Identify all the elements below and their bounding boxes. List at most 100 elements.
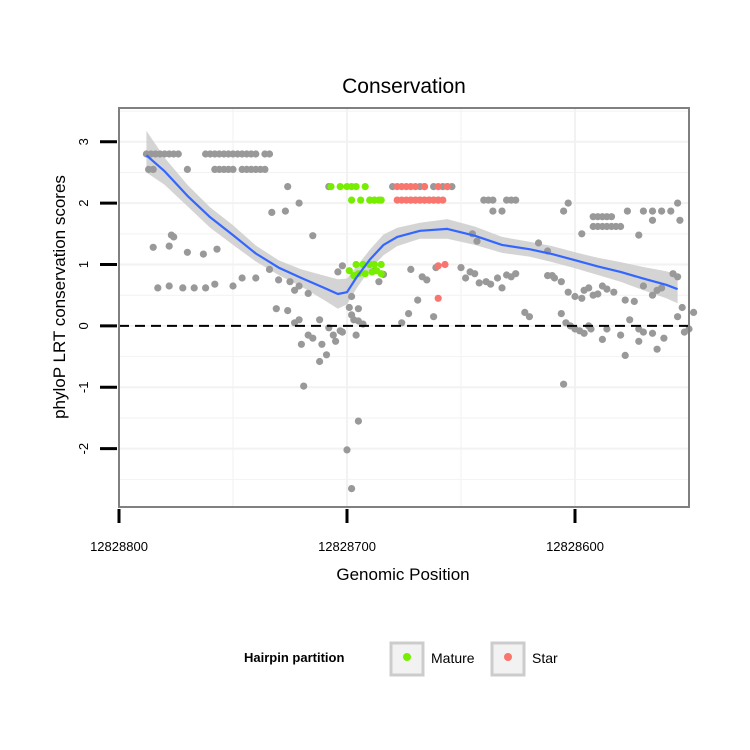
data-point-other xyxy=(639,282,648,290)
y-tick-label: 0 xyxy=(76,322,91,329)
grid xyxy=(118,108,690,507)
data-point-other xyxy=(557,310,565,318)
data-point-other xyxy=(329,331,337,339)
data-point-other xyxy=(304,289,312,297)
data-point-other xyxy=(658,284,666,292)
data-point-other xyxy=(297,340,305,348)
y-axis-title: phyloP LRT conservation scores xyxy=(50,175,69,419)
data-point-other xyxy=(414,296,422,304)
data-point-star xyxy=(443,183,451,191)
data-point-other xyxy=(598,335,607,343)
data-point-other xyxy=(512,270,520,278)
data-point-mature xyxy=(348,196,356,204)
data-point-other xyxy=(316,316,324,324)
x-axis: 12828800 12828700 12828600 xyxy=(90,509,604,554)
data-point-other xyxy=(300,382,308,390)
plot-panel xyxy=(119,108,689,507)
data-point-other xyxy=(334,268,342,276)
x-tick-label: 12828600 xyxy=(546,539,604,554)
data-point-other xyxy=(398,319,406,327)
data-point-other xyxy=(498,207,506,215)
data-point-other xyxy=(473,237,481,245)
data-point-other xyxy=(183,248,191,256)
data-point-other xyxy=(229,165,237,173)
data-point-other xyxy=(621,296,629,304)
data-point-other xyxy=(512,196,520,204)
data-point-other xyxy=(295,282,303,290)
data-point-other xyxy=(676,216,684,224)
data-point-other xyxy=(653,345,661,353)
data-point-mature xyxy=(352,183,360,191)
data-point-other xyxy=(272,305,280,313)
data-point-other xyxy=(154,284,162,292)
data-point-other xyxy=(560,207,568,215)
panel-border xyxy=(118,107,690,508)
series-mature xyxy=(327,183,385,280)
data-point-other xyxy=(607,213,616,221)
data-point-other xyxy=(149,165,157,173)
data-point-other xyxy=(275,276,283,284)
legend-swatch-mature xyxy=(403,653,411,661)
data-point-other xyxy=(322,351,331,359)
data-point-other xyxy=(375,278,383,286)
data-point-other xyxy=(585,284,593,292)
data-point-other xyxy=(190,284,198,292)
data-point-other xyxy=(658,207,666,215)
data-point-other xyxy=(475,279,483,287)
data-point-other xyxy=(580,329,588,337)
legend: Hairpin partition Mature Star xyxy=(244,641,558,677)
data-point-other xyxy=(639,207,648,215)
chart-title: Conservation xyxy=(342,75,466,98)
data-point-other xyxy=(594,290,602,298)
data-point-other xyxy=(489,196,497,204)
data-point-other xyxy=(252,150,260,158)
data-point-other xyxy=(430,313,438,321)
data-point-other xyxy=(603,325,611,333)
y-tick-label: -1 xyxy=(76,382,91,394)
data-point-other xyxy=(199,250,207,258)
data-point-other xyxy=(261,165,269,173)
data-point-star xyxy=(411,183,419,191)
data-point-other xyxy=(630,297,638,305)
data-point-other xyxy=(165,242,173,250)
data-point-star xyxy=(434,294,442,302)
data-point-other xyxy=(265,265,274,273)
data-point-other xyxy=(587,325,595,333)
data-point-other xyxy=(318,340,326,348)
data-point-other xyxy=(352,331,360,339)
data-point-other xyxy=(291,286,299,294)
data-point-other xyxy=(284,183,292,191)
data-point-other xyxy=(648,291,657,299)
confidence-ribbon xyxy=(146,130,678,309)
data-point-other xyxy=(165,282,173,290)
data-point-mature xyxy=(357,196,365,204)
data-point-other xyxy=(268,208,276,216)
data-point-other xyxy=(170,233,178,241)
y-axis: -2 -1 0 1 2 3 xyxy=(76,138,117,454)
data-point-other xyxy=(338,262,346,270)
data-point-other xyxy=(578,230,586,238)
data-point-other xyxy=(550,274,559,282)
data-point-other xyxy=(405,310,413,318)
data-point-other xyxy=(648,329,657,337)
data-point-mature xyxy=(377,196,385,204)
x-tick-label: 12828800 xyxy=(90,539,148,554)
data-point-other xyxy=(564,199,572,207)
data-point-other xyxy=(471,270,479,278)
series-other xyxy=(142,150,698,493)
data-point-other xyxy=(660,334,668,342)
data-point-other xyxy=(564,288,572,296)
data-point-star xyxy=(434,183,442,191)
data-point-mature xyxy=(377,270,385,278)
y-tick-label: -2 xyxy=(76,443,91,455)
data-point-mature xyxy=(336,183,344,191)
data-point-other xyxy=(623,207,632,215)
data-point-other xyxy=(348,292,356,301)
data-point-other xyxy=(674,199,682,207)
data-point-other xyxy=(332,337,340,345)
data-point-other xyxy=(174,150,182,158)
data-point-other xyxy=(534,239,543,247)
data-point-mature xyxy=(361,183,369,191)
legend-label-star: Star xyxy=(532,650,558,666)
